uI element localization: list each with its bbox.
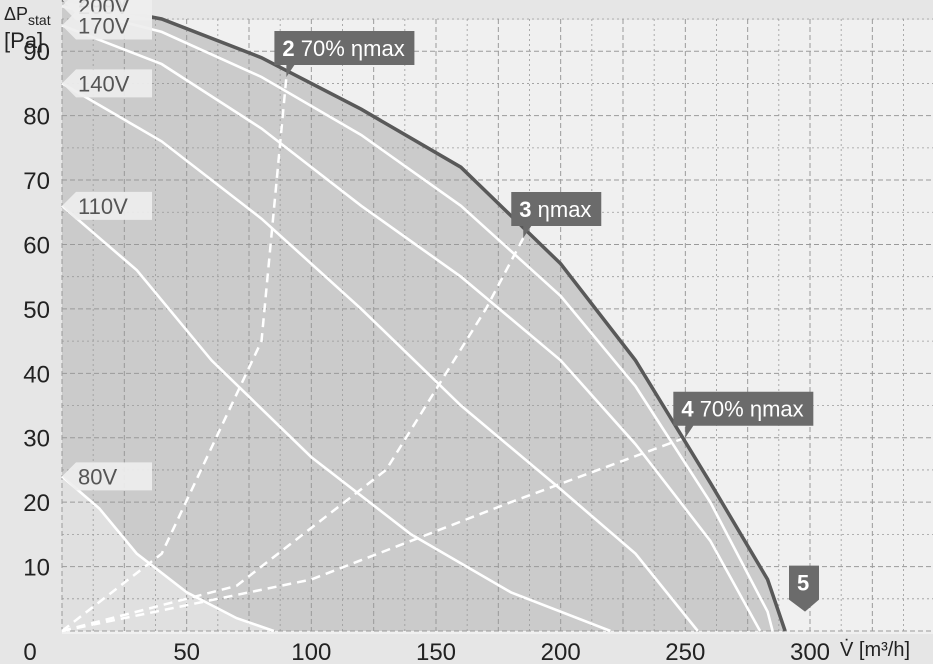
voltage-curve-80V (61, 475, 275, 633)
efficiency-line (61, 237, 525, 633)
callout-label: ηmax (532, 197, 592, 222)
callout-number: 2 (282, 36, 294, 61)
voltage-label-170V: 170V (62, 11, 152, 40)
y-tick-label: 80 (23, 104, 50, 131)
callout-box (511, 192, 602, 239)
callout-text: 5 (797, 571, 809, 596)
voltage-label-text: 140V (78, 71, 130, 96)
voltage-curve-110V (61, 204, 611, 633)
low-voltage-area (62, 476, 274, 631)
x-axis-ticks: 0 50 100 150 200 250 300 (23, 639, 830, 664)
y-tick-label: 50 (23, 297, 50, 324)
voltage-labels: 230V200V170V140V110V80V (62, 0, 152, 491)
operating-area (62, 0, 786, 631)
callout-box (673, 391, 814, 438)
callout-number: 4 (681, 397, 694, 422)
voltage-label-bg (62, 191, 152, 220)
y-tick-label: 10 (23, 555, 50, 582)
y-tick-label: 40 (23, 361, 50, 388)
callout-3: 3 ηmax (511, 192, 602, 239)
grid-lines (61, 18, 933, 632)
callout-number: 3 (519, 197, 531, 222)
efficiency-line (61, 76, 288, 632)
x-tick-label: 0 (23, 639, 36, 664)
y-axis-ticks: 10 20 30 40 50 60 70 80 90 (23, 39, 50, 581)
callout-label: 70% ηmax (694, 397, 804, 422)
voltage-curve-170V (61, 24, 762, 632)
callout-text: 4 70% ηmax (681, 397, 803, 422)
y-tick-label: 20 (23, 490, 50, 517)
callout-text: 3 ηmax (519, 197, 591, 222)
callout-4: 4 70% ηmax (673, 391, 814, 438)
callout-number: 5 (797, 571, 809, 596)
callout-box (789, 565, 820, 612)
y-tick-label: 90 (23, 39, 50, 66)
y-axis-title: ΔPstat (4, 4, 51, 28)
efficiency-callouts: 2 70% ηmax 3 ηmax 4 70% ηmax 5 (274, 30, 820, 612)
callout-text: 2 70% ηmax (282, 36, 404, 61)
x-axis-title: V̇ [m³/h] (840, 639, 910, 661)
x-tick-label: 100 (291, 639, 331, 664)
x-tick-label: 300 (790, 639, 830, 664)
callout-5: 5 (789, 565, 820, 612)
voltage-curves (61, 4, 774, 633)
max-envelope-curve (61, 0, 787, 632)
voltage-label-80V: 80V (62, 462, 152, 491)
efficiency-lines (61, 76, 686, 633)
callout-box (274, 30, 415, 77)
callout-2: 2 70% ηmax (274, 30, 415, 77)
voltage-label-110V: 110V (62, 191, 152, 220)
x-tick-label: 200 (541, 639, 581, 664)
voltage-label-text: 170V (78, 13, 130, 38)
voltage-label-bg (62, 462, 152, 491)
y-axis-title-main: ΔP (4, 4, 28, 24)
y-tick-label: 70 (23, 168, 50, 195)
voltage-label-text: 110V (78, 194, 128, 219)
voltage-label-bg (62, 11, 152, 40)
y-axis-title-sub: stat (28, 12, 51, 28)
y-tick-label: 60 (23, 232, 50, 259)
y-tick-label: 30 (23, 426, 50, 453)
x-tick-label: 50 (173, 639, 200, 664)
callout-label: 70% ηmax (295, 36, 405, 61)
voltage-label-140V: 140V (62, 69, 152, 98)
voltage-label-bg (62, 69, 152, 98)
voltage-curve-140V (61, 82, 699, 632)
x-tick-label: 150 (416, 639, 456, 664)
voltage-curve-200V (61, 4, 774, 632)
voltage-label-text: 80V (78, 464, 117, 489)
efficiency-line (61, 436, 686, 633)
y-axis-unit: [Pa] (4, 28, 43, 53)
x-tick-label: 250 (665, 639, 705, 664)
